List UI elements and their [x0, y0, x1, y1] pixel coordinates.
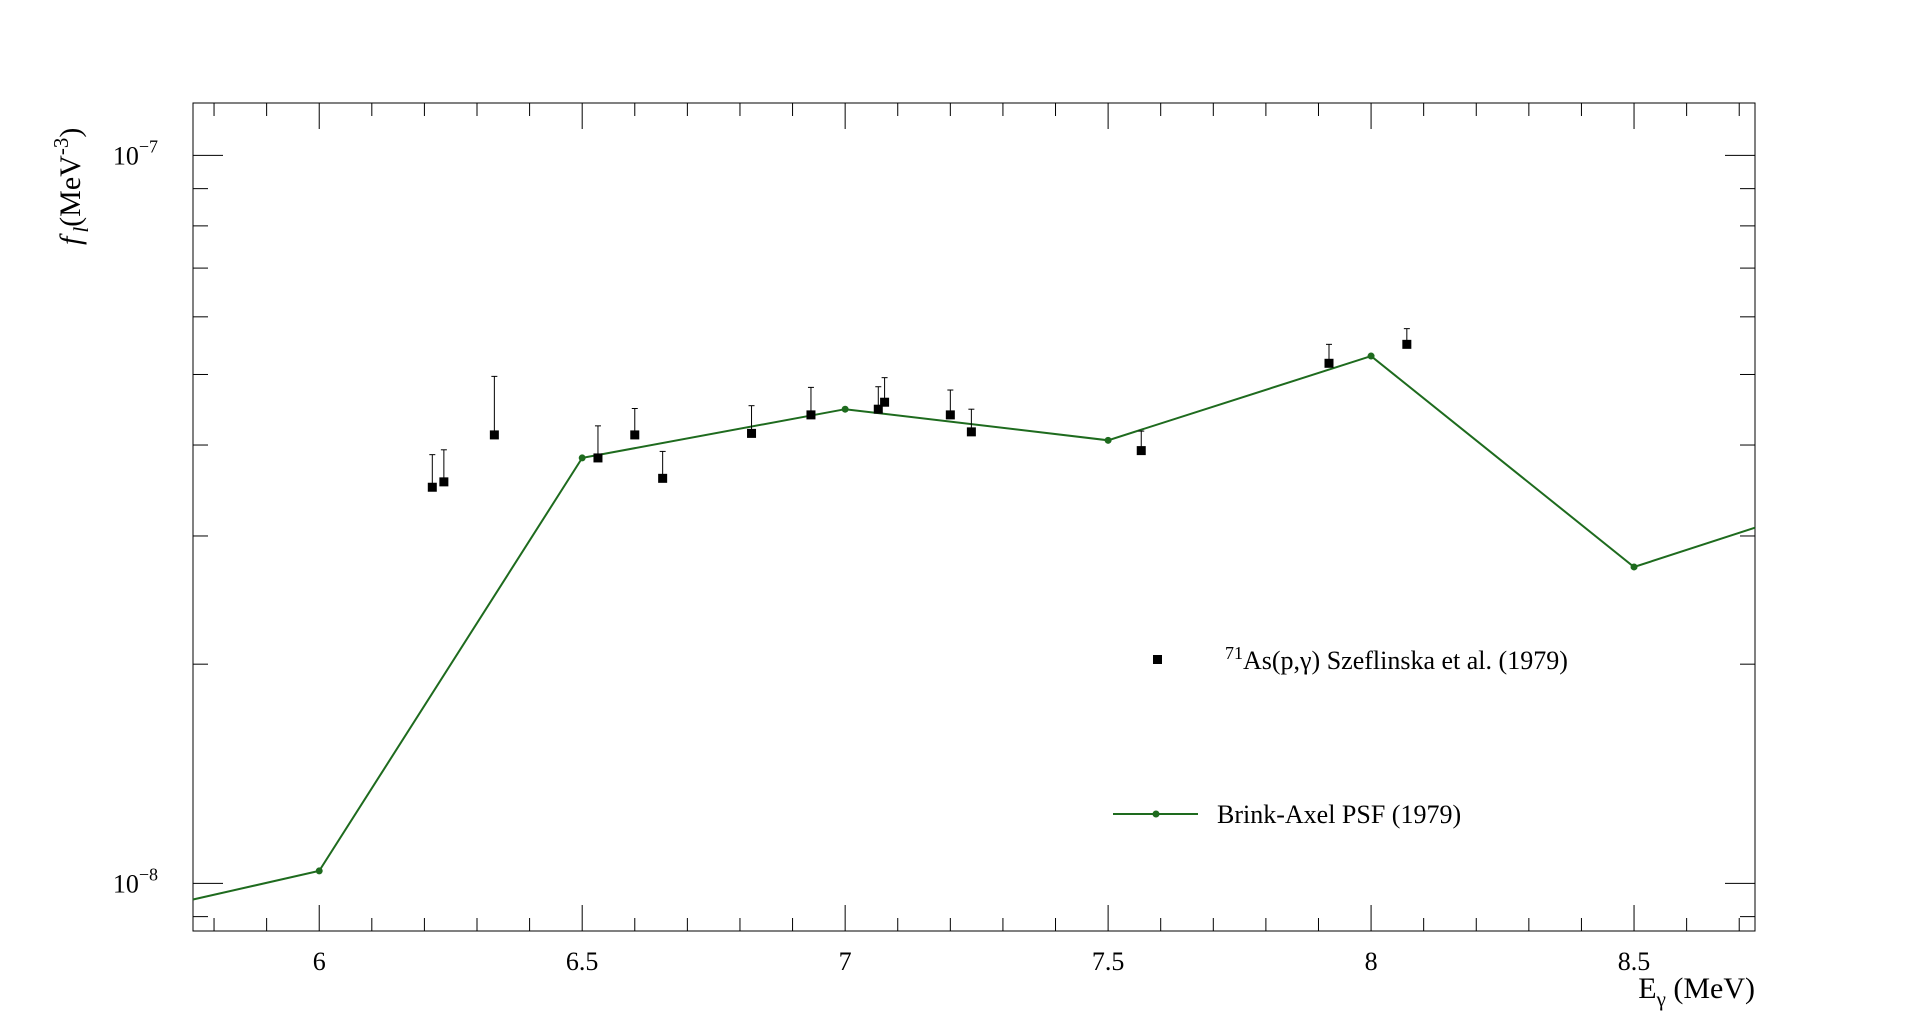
- data-point: [1324, 358, 1334, 368]
- legend-entry-data: 71As(p,γ) Szeflinska et al. (1979): [1225, 643, 1568, 675]
- x-axis-label-unit: (MeV): [1666, 972, 1755, 1005]
- data-point: [1402, 339, 1412, 349]
- x-axis-label: Eγ (MeV): [1638, 972, 1755, 1011]
- y-tick-label-exp: −7: [139, 136, 158, 156]
- x-axis-label-sub: γ: [1656, 987, 1666, 1011]
- y-axis-label-sub: l: [69, 227, 93, 233]
- x-ticks: [213, 103, 1740, 931]
- model-point: [1367, 352, 1375, 360]
- model-point: [578, 454, 586, 462]
- x-axis-label-main: E: [1638, 972, 1656, 1005]
- y-ticks: [193, 154, 1755, 918]
- data-point: [945, 410, 955, 420]
- data-point: [873, 404, 883, 414]
- y-axis-label-close: ): [54, 128, 87, 138]
- data-point: [880, 397, 890, 407]
- y-tick-label-exp: −8: [139, 864, 158, 884]
- data-point: [439, 477, 449, 487]
- data-point: [1136, 446, 1146, 456]
- x-tick-label: 6: [313, 947, 326, 976]
- legend-entry-model: Brink-Axel PSF (1979): [1217, 800, 1461, 829]
- plot-frame: [192, 102, 1756, 932]
- legend: 71As(p,γ) Szeflinska et al. (1979) Brink…: [1113, 643, 1568, 829]
- y-tick-label: 10−8: [113, 864, 158, 898]
- y-tick-label-base: 10: [113, 141, 139, 170]
- y-axis-label-main: f: [54, 233, 87, 245]
- data-point: [630, 430, 640, 440]
- series-brink-axel: [192, 352, 1756, 901]
- series-szeflinska: [427, 328, 1412, 492]
- x-tick-labels: 6 6.5 7 7.5 8 8.5: [313, 947, 1651, 976]
- y-axis-label: fl(MeV-3): [49, 128, 93, 245]
- data-point: [489, 430, 499, 440]
- y-tick-label-base: 10: [113, 869, 139, 898]
- data-point: [593, 453, 603, 463]
- legend-marker-data: [1153, 655, 1162, 664]
- x-tick-label: 8.5: [1618, 947, 1651, 976]
- x-tick-label: 8: [1365, 947, 1378, 976]
- y-axis-label-unit: (MeV: [54, 155, 87, 227]
- data-point: [658, 473, 668, 483]
- data-point: [427, 482, 437, 492]
- model-point: [315, 867, 323, 875]
- legend-marker-model: [1152, 810, 1160, 818]
- data-point: [966, 427, 976, 437]
- model-point: [841, 405, 849, 413]
- x-tick-label: 6.5: [566, 947, 599, 976]
- y-tick-label: 10−7: [113, 136, 158, 170]
- data-point: [747, 428, 757, 438]
- model-point: [1630, 563, 1638, 571]
- model-point: [1104, 436, 1112, 444]
- y-axis-label-exp: -3: [49, 138, 73, 156]
- model-line: [192, 354, 1756, 901]
- x-tick-label: 7: [839, 947, 852, 976]
- data-point: [806, 410, 816, 420]
- y-tick-labels: 10−810−7: [113, 136, 158, 898]
- legend-entry-data-sup: 71: [1225, 643, 1243, 663]
- x-tick-label: 7.5: [1092, 947, 1125, 976]
- legend-entry-data-text: As(p,γ) Szeflinska et al. (1979): [1243, 646, 1568, 675]
